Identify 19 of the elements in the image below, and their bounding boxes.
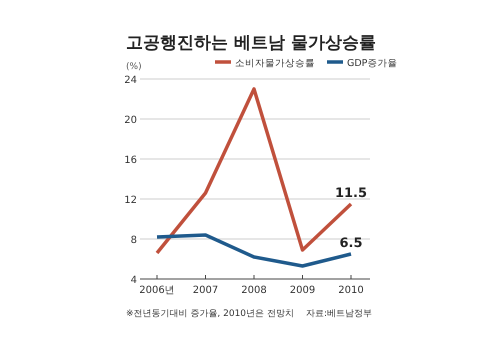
x-tick-label: 2007 bbox=[192, 285, 218, 296]
y-tick-label: 24 bbox=[124, 75, 137, 86]
y-tick-label: 20 bbox=[124, 115, 137, 126]
x-tick-label: 2008 bbox=[241, 285, 267, 296]
y-tick-label: 12 bbox=[124, 195, 137, 206]
text: 자료:베트남정부 bbox=[306, 309, 372, 319]
y-tick-label: 16 bbox=[124, 155, 137, 166]
data-label: 6.5 bbox=[339, 236, 363, 251]
chart-title: 고공행진하는 베트남 물가상승률 bbox=[126, 33, 376, 53]
x-tick-label: 2010 bbox=[338, 285, 364, 296]
y-axis-title: (%) bbox=[126, 62, 142, 72]
legend-label: GDP증가율 bbox=[347, 58, 398, 69]
x-tick-label: 2006년 bbox=[139, 285, 175, 296]
y-tick-label: 8 bbox=[130, 235, 137, 246]
text: ※전년동기대비 증가율, 2010년은 전망치 bbox=[126, 309, 294, 319]
y-tick-label: 4 bbox=[130, 275, 137, 286]
legend-label: 소비자물가상승률 bbox=[235, 58, 315, 69]
x-tick-label: 2009 bbox=[290, 285, 316, 296]
data-label: 11.5 bbox=[334, 186, 368, 201]
